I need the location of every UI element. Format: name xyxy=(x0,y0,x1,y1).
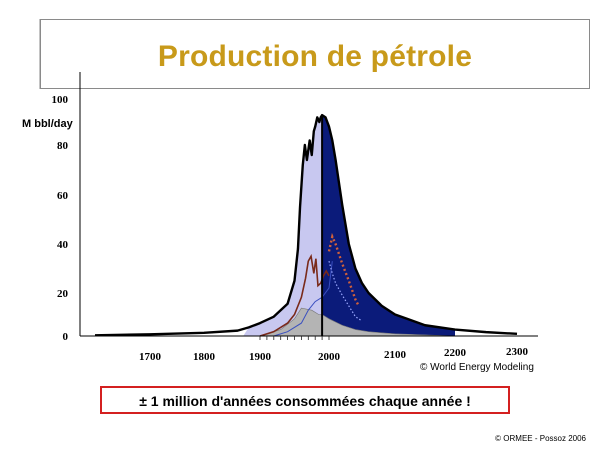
y-tick-label: 100 xyxy=(52,94,69,106)
brown-dotted-series xyxy=(327,232,360,307)
x-tick-label: 2100 xyxy=(384,349,407,361)
chart-lines xyxy=(94,113,518,337)
x-tick-label: 2000 xyxy=(318,351,341,363)
past-production-area xyxy=(243,115,323,336)
total-production-line xyxy=(94,113,518,337)
x-tick-label: 1700 xyxy=(139,351,162,363)
source-credit: © World Energy Modeling xyxy=(420,362,534,373)
blue-line-series xyxy=(273,261,333,337)
callout-text: ± 1 million d'années consommées chaque a… xyxy=(139,393,471,409)
chart-labels: 0 20 40 60 80 100 M bbl/day 1700 1800 1900 2000 210… xyxy=(22,94,529,363)
y-tick-label: 0 xyxy=(63,331,69,343)
y-tick-label: 40 xyxy=(57,239,69,251)
callout-box: ± 1 million d'années consommées chaque a… xyxy=(100,386,510,414)
title-box: Production de pétrole xyxy=(40,19,590,89)
copyright: © ORMEE - Possoz 2006 xyxy=(495,434,586,443)
x-tick-label: 1900 xyxy=(249,351,272,363)
y-axis-label: M bbl/day xyxy=(22,118,74,130)
x-tick-label: 2300 xyxy=(506,346,529,358)
x-tick-label: 2200 xyxy=(444,347,467,359)
grey-production-area xyxy=(259,307,456,337)
page-title: Production de pétrole xyxy=(157,40,473,73)
y-tick-label: 20 xyxy=(57,288,69,300)
y-tick-label: 80 xyxy=(57,140,69,152)
x-tick-label: 1800 xyxy=(193,351,216,363)
future-production-area xyxy=(322,115,455,336)
chart-axes xyxy=(39,19,538,340)
chart-areas xyxy=(243,115,456,337)
y-tick-label: 60 xyxy=(57,190,69,202)
